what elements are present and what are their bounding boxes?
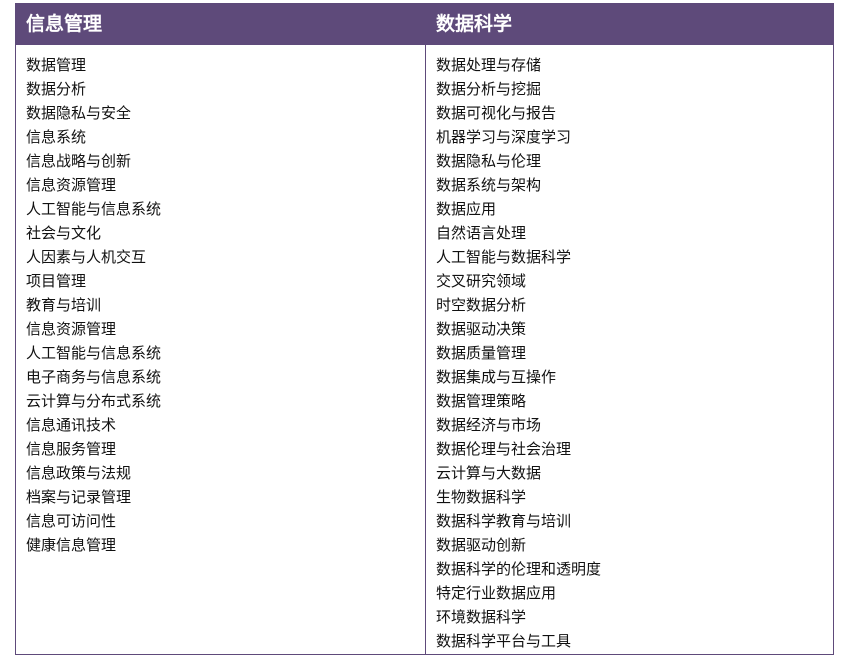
- list-item: 数据经济与市场: [436, 416, 542, 434]
- column-header-data-science: 数据科学: [436, 13, 513, 35]
- list-item: 数据驱动决策: [436, 320, 527, 338]
- list-item: 项目管理: [26, 272, 87, 290]
- list-item: 交叉研究领域: [436, 272, 527, 290]
- list-item: 特定行业数据应用: [436, 584, 557, 602]
- list-item: 云计算与大数据: [436, 464, 542, 482]
- list-item: 数据可视化与报告: [436, 104, 557, 122]
- list-item: 数据驱动创新: [436, 536, 527, 554]
- list-item: 数据处理与存储: [436, 56, 542, 74]
- list-item: 数据隐私与安全: [26, 104, 132, 122]
- list-item: 人工智能与信息系统: [26, 344, 162, 362]
- list-item: 自然语言处理: [436, 224, 527, 242]
- data-science-list: 数据处理与存储 数据分析与挖掘 数据可视化与报告 机器学习与深度学习 数据隐私与伦理 数据…: [436, 53, 601, 653]
- list-item: 数据管理: [26, 56, 87, 74]
- column-header-info-management: 信息管理: [26, 13, 103, 35]
- list-item: 信息战略与创新: [26, 152, 132, 170]
- info-management-list: 数据管理 数据分析 数据隐私与安全 信息系统 信息战略与创新 信息资源管理 人工智能与信息系…: [26, 53, 161, 557]
- list-item: 环境数据科学: [436, 608, 527, 626]
- list-item: 信息资源管理: [26, 320, 117, 338]
- list-item: 教育与培训: [26, 296, 102, 314]
- list-item: 数据应用: [436, 200, 497, 218]
- list-item: 机器学习与深度学习: [436, 128, 572, 146]
- list-item: 人工智能与数据科学: [436, 248, 572, 266]
- list-item: 健康信息管理: [26, 536, 117, 554]
- list-item: 电子商务与信息系统: [26, 368, 162, 386]
- list-item: 数据科学的伦理和透明度: [436, 560, 602, 578]
- list-item: 数据分析与挖掘: [436, 80, 542, 98]
- list-item: 数据质量管理: [436, 344, 527, 362]
- topics-table: 信息管理 数据科学 数据管理数据分析数据隐私与安全 信息系统信息战略与创新 信息资源…: [15, 3, 834, 655]
- list-item: 人工智能与信息系统: [26, 200, 162, 218]
- list-item: 数据系统与架构: [436, 176, 542, 194]
- list-item: 数据科学平台与工具: [436, 632, 572, 650]
- list-item: 数据科学教育与培训: [436, 512, 572, 530]
- list-item: 云计算与分布式系统: [26, 392, 162, 410]
- list-item: 信息资源管理: [26, 176, 117, 194]
- list-item: 信息服务管理: [26, 440, 117, 458]
- list-item: 生物数据科学: [436, 488, 527, 506]
- list-item: 数据分析: [26, 80, 87, 98]
- list-item: 数据伦理与社会治理: [436, 440, 572, 458]
- list-item: 人因素与人机交互: [26, 248, 147, 266]
- list-item: 数据隐私与伦理: [436, 152, 542, 170]
- list-item: 社会与文化: [26, 224, 102, 242]
- list-item: 信息系统: [26, 128, 87, 146]
- list-item: 数据集成与互操作: [436, 368, 557, 386]
- table-header: 信息管理 数据科学: [16, 4, 833, 45]
- list-item: 信息通讯技术: [26, 416, 117, 434]
- list-item: 时空数据分析: [436, 296, 527, 314]
- list-item: 档案与记录管理: [26, 488, 132, 506]
- list-item: 数据管理策略: [436, 392, 527, 410]
- column-divider: [425, 45, 426, 654]
- list-item: 信息可访问性: [26, 512, 117, 530]
- list-item: 信息政策与法规: [26, 464, 132, 482]
